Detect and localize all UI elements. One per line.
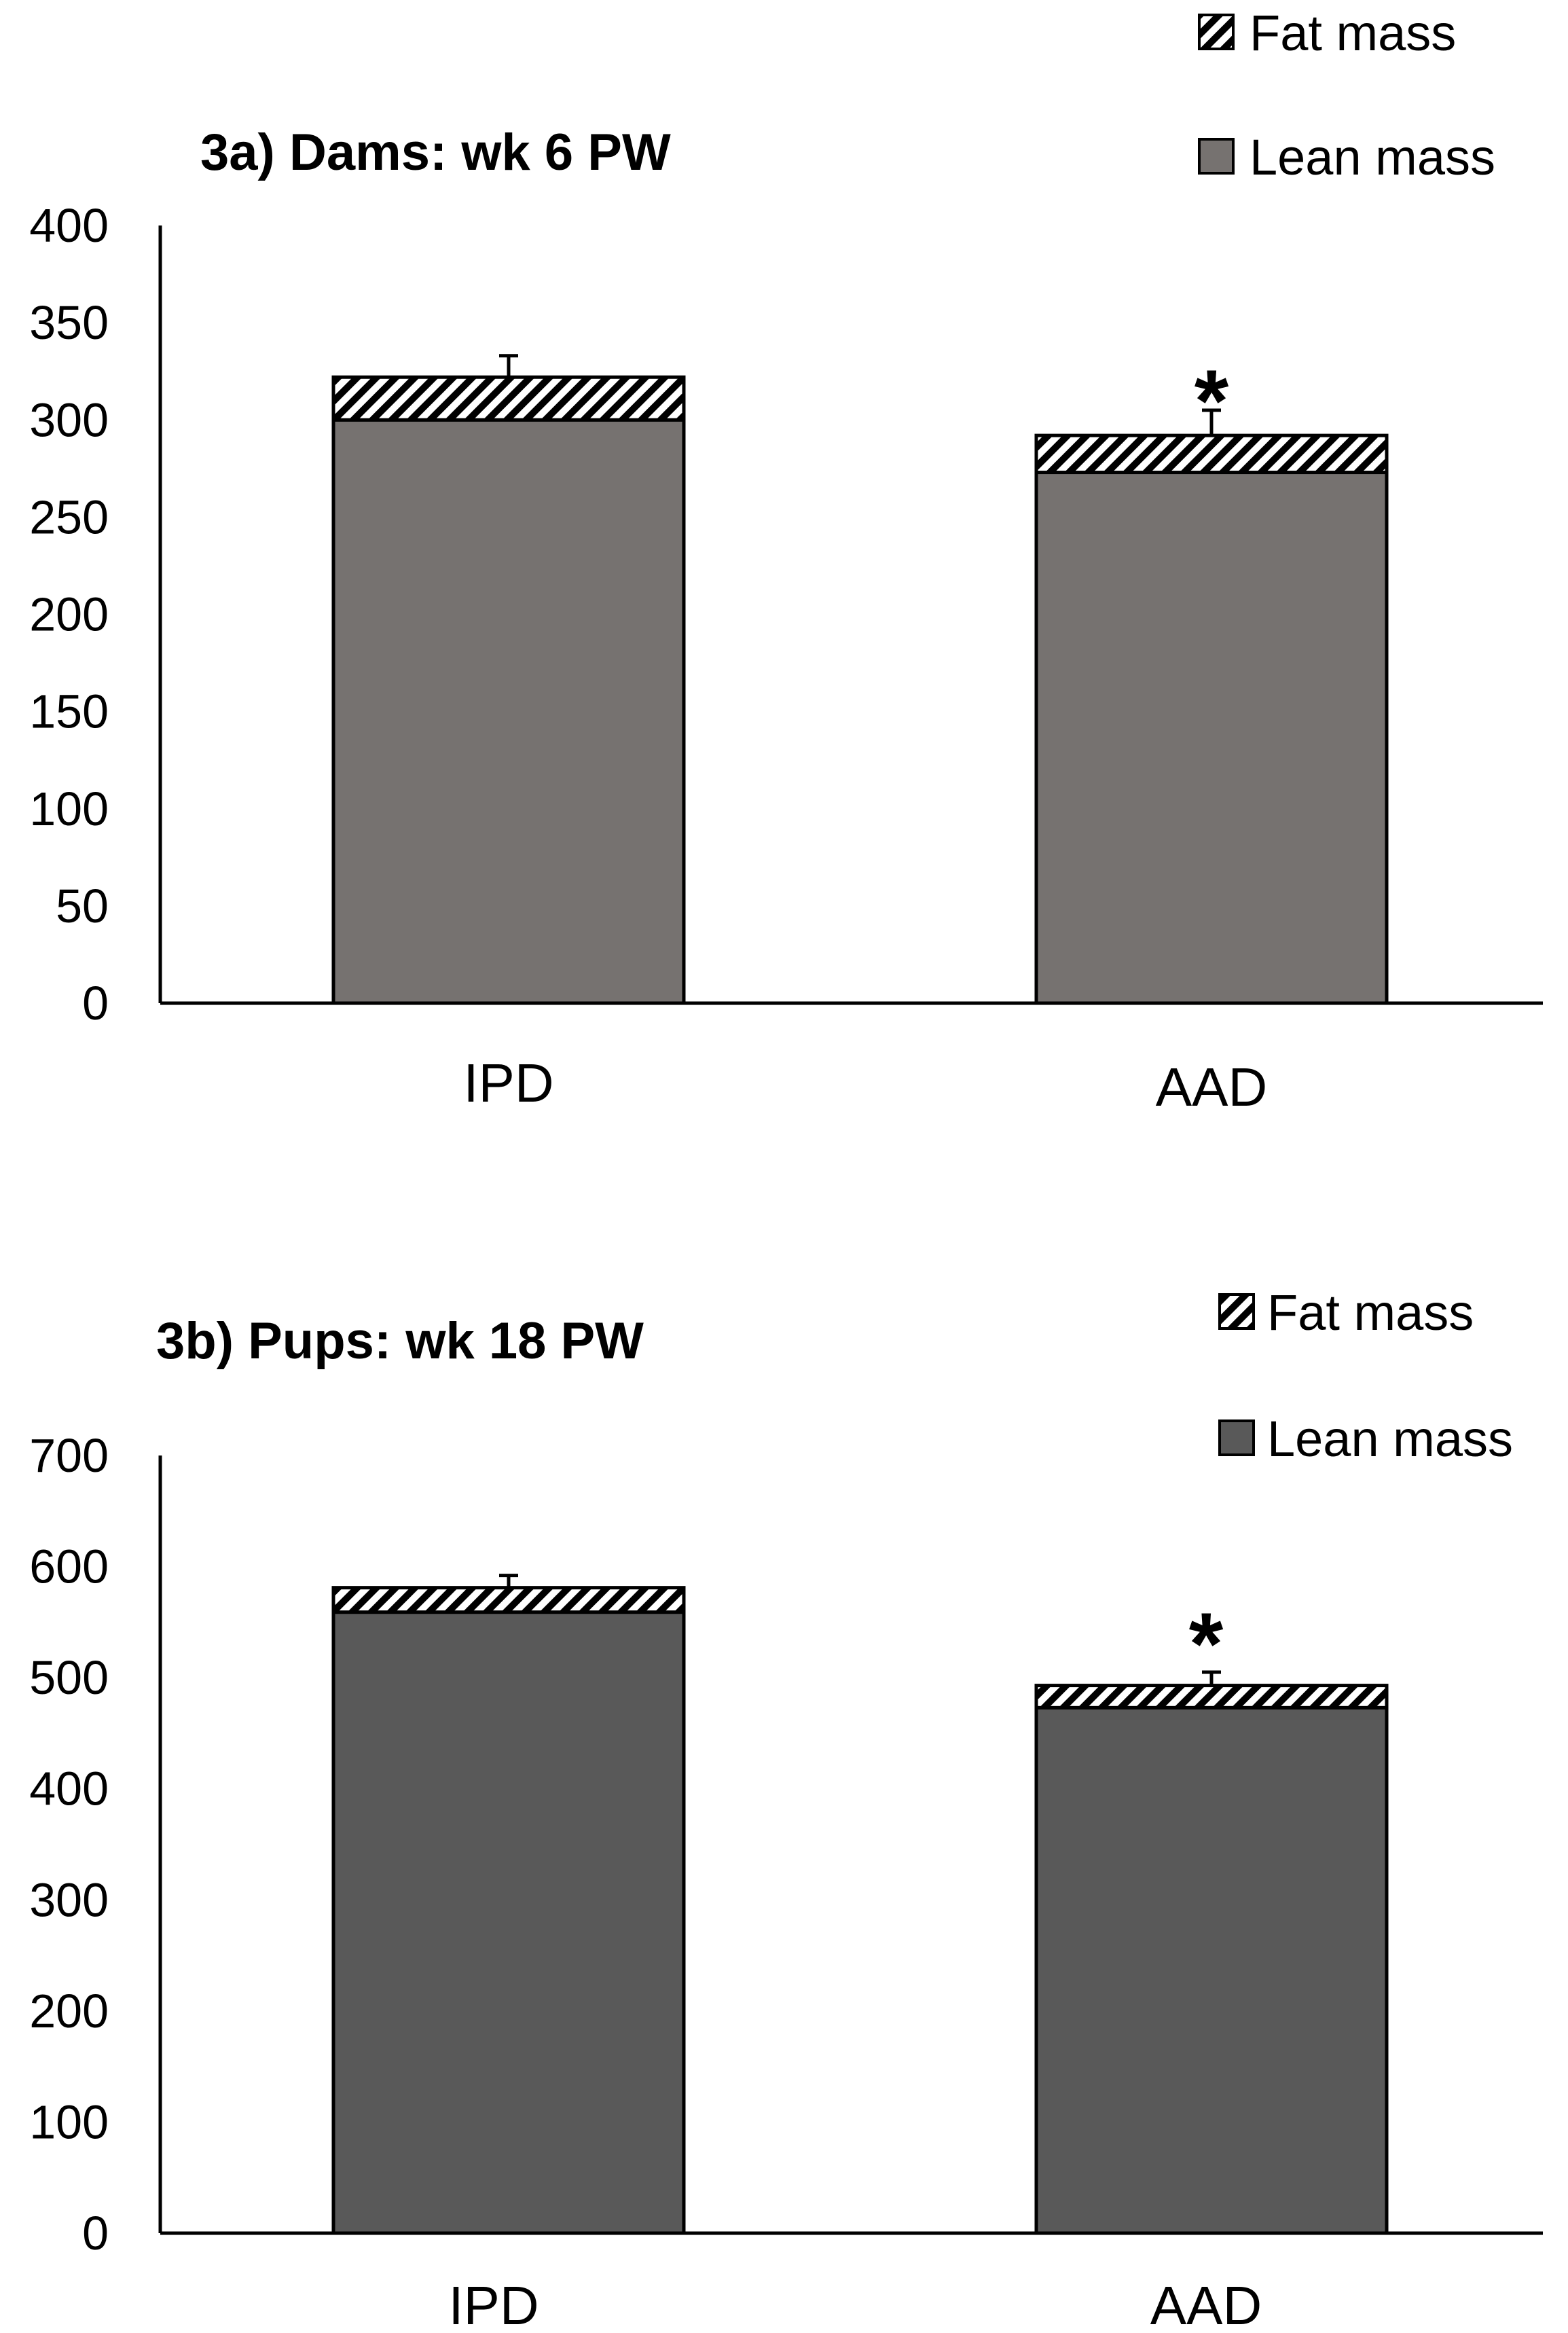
bar-fat-mass-ipd	[331, 375, 686, 422]
chart-a-bars	[331, 354, 1389, 1005]
legend-a-fat-label: Fat mass	[1250, 5, 1456, 61]
y-tick-label: 50	[56, 880, 109, 933]
y-tick-label: 400	[29, 1762, 109, 1815]
y-tick-label: 500	[29, 1651, 109, 1704]
chart-a-significance-marker: *	[1195, 351, 1229, 450]
chart-a-y-ticks: 0 50 100 150 200 250 300 350 400	[29, 199, 109, 1030]
chart-a: 3a) Dams: wk 6 PW Fat mass Lean mass 0 50…	[29, 5, 1543, 1117]
y-tick-label: 350	[29, 296, 109, 349]
bar-lean-mass-ipd	[331, 418, 686, 1005]
legend-a-lean-label: Lean mass	[1250, 129, 1495, 185]
y-tick-label: 100	[29, 2095, 109, 2148]
legend-b-lean-swatch	[1218, 1419, 1255, 1456]
chart-b-title: 3b) Pups: wk 18 PW	[156, 1312, 644, 1370]
y-tick-label: 700	[29, 1429, 109, 1482]
y-tick-label: 0	[82, 2207, 109, 2260]
chart-b-category-ipd: IPD	[448, 2275, 539, 2333]
legend-b-fat-swatch	[1218, 1293, 1255, 1330]
chart-b-significance-marker: *	[1189, 1594, 1224, 1693]
y-tick-label: 300	[29, 1873, 109, 1926]
bar-fat-mass-ipd	[331, 1586, 686, 1614]
legend-b-lean-label: Lean mass	[1267, 1411, 1513, 1467]
chart-a-category-aad: AAD	[1156, 1057, 1268, 1117]
chart-a-category-ipd: IPD	[463, 1053, 553, 1113]
chart-b-bars	[331, 1574, 1389, 2235]
bar-lean-mass-ipd	[331, 1610, 686, 2235]
chart-b-category-aad: AAD	[1150, 2275, 1262, 2333]
y-tick-label: 200	[29, 588, 109, 641]
chart-b-y-ticks: 0 100 200 300 400 500 600 700	[29, 1429, 109, 2260]
y-tick-label: 100	[29, 782, 109, 835]
bar-lean-mass-aad	[1034, 471, 1389, 1005]
bar-lean-mass-aad	[1034, 1705, 1389, 2235]
y-tick-label: 250	[29, 490, 109, 543]
legend-a-fat-swatch	[1198, 14, 1235, 50]
chart-b-legend: Fat mass Lean mass	[1218, 1284, 1513, 1467]
y-tick-label: 600	[29, 1540, 109, 1593]
chart-a-legend: Fat mass Lean mass	[1198, 5, 1495, 185]
y-tick-label: 200	[29, 1985, 109, 2038]
chart-b: 3b) Pups: wk 18 PW Fat mass Lean mass 0 1…	[29, 1284, 1543, 2333]
y-tick-label: 300	[29, 393, 109, 446]
y-tick-label: 0	[82, 977, 109, 1030]
bar-fat-mass-aad	[1034, 433, 1389, 475]
legend-b-fat-label: Fat mass	[1267, 1284, 1474, 1341]
y-tick-label: 400	[29, 199, 109, 252]
chart-a-title: 3a) Dams: wk 6 PW	[200, 124, 671, 181]
legend-a-lean-swatch	[1198, 138, 1235, 175]
y-tick-label: 150	[29, 685, 109, 738]
